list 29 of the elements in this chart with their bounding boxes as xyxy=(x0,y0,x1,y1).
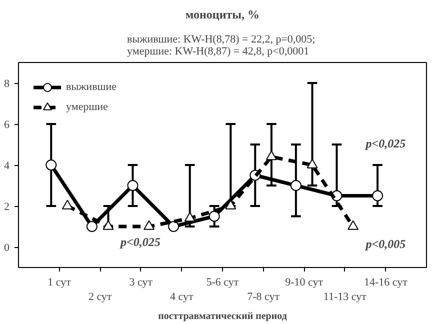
x-tick-label: 5-6 сут xyxy=(206,276,239,288)
x-tick-label: 14-16 сут xyxy=(364,276,408,288)
x-tick-label: 3 сут xyxy=(129,276,153,288)
x-tick-label: 9-10 сут xyxy=(285,276,324,288)
point xyxy=(86,221,98,232)
x-tick-label: 4 сут xyxy=(170,290,194,303)
legend-label: выжившие xyxy=(66,81,117,93)
annotation: p<0,005 xyxy=(364,237,406,252)
chart-subtitle: выжившие: KW-H(8,78) = 22,2, p=0,005; умершие: KW-H(8,87) = 42,8, p<0,0001 xyxy=(127,34,316,58)
y-tick-label: 6 xyxy=(4,119,10,131)
x-tick-label: 1 сут xyxy=(48,276,72,288)
y-tick-label: 2 xyxy=(4,201,10,213)
x-axis-title: посттравматический период xyxy=(158,310,287,322)
point xyxy=(168,221,180,232)
y-tick-label: 0 xyxy=(4,242,10,254)
point xyxy=(208,210,220,222)
legend-label: умершие xyxy=(66,101,108,113)
x-tick-label: 2 сут xyxy=(88,290,112,303)
y-tick-label: 4 xyxy=(4,160,10,172)
point xyxy=(127,180,138,191)
point xyxy=(290,180,302,191)
x-tick-label: 7-8 сут xyxy=(247,290,280,303)
annotation: p<0,025 xyxy=(364,136,406,151)
y-tick-label: 8 xyxy=(4,78,10,90)
point xyxy=(46,160,57,170)
point xyxy=(372,190,384,202)
annotation: p<0,025 xyxy=(120,235,160,250)
chart-title: моноциты, % xyxy=(185,8,260,22)
x-tick-label: 11-13 сут xyxy=(323,290,367,303)
